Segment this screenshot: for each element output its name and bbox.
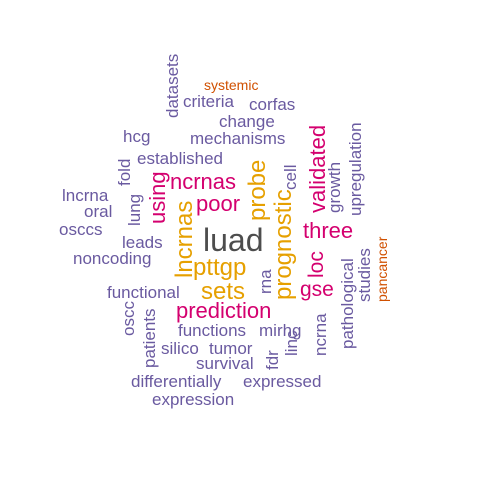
- cloud-word: mechanisms: [190, 129, 286, 148]
- cloud-word: pathological: [338, 258, 357, 349]
- cloud-word: hcg: [123, 127, 151, 146]
- cloud-word: mirhg: [259, 321, 302, 340]
- cloud-word: patients: [140, 308, 159, 368]
- cloud-word: lung: [125, 193, 144, 226]
- cloud-word: rna: [256, 269, 275, 294]
- cloud-word: criteria: [183, 92, 235, 111]
- cloud-word: established: [137, 149, 224, 168]
- cloud-word: expressed: [243, 372, 322, 391]
- cloud-word: probe: [244, 159, 271, 221]
- cloud-word: expression: [152, 390, 235, 409]
- cloud-word: luad: [203, 222, 264, 258]
- cloud-word: change: [219, 112, 275, 131]
- cloud-word: lncrna: [62, 186, 109, 205]
- cloud-word: poor: [196, 191, 241, 216]
- cloud-word: oscc: [119, 301, 138, 336]
- cloud-word: studies: [355, 248, 374, 302]
- cloud-word: oral: [84, 202, 113, 221]
- cloud-word: functional: [107, 283, 180, 302]
- cloud-word: leads: [122, 233, 163, 252]
- cloud-word: silico: [161, 339, 199, 358]
- cloud-word: prognostic: [270, 189, 297, 300]
- cloud-word: linc: [282, 330, 301, 356]
- cloud-word: fdr: [263, 350, 282, 370]
- cloud-word: cell: [281, 164, 300, 190]
- cloud-word: survival: [196, 354, 254, 373]
- cloud-word: ncrnas: [170, 169, 237, 194]
- cloud-word: sets: [201, 278, 246, 305]
- cloud-word: prediction: [176, 298, 272, 323]
- cloud-word: tumor: [209, 339, 253, 358]
- cloud-word: differentially: [131, 372, 222, 391]
- cloud-word: gse: [300, 278, 334, 301]
- cloud-word: using: [145, 171, 170, 224]
- cloud-word: noncoding: [73, 249, 152, 268]
- cloud-word: corfas: [249, 95, 296, 114]
- cloud-word: functions: [178, 321, 247, 340]
- cloud-word: osccs: [59, 220, 103, 239]
- cloud-word: three: [303, 218, 354, 243]
- cloud-word: pttgp: [193, 254, 247, 281]
- cloud-word: datasets: [163, 53, 182, 118]
- cloud-word: fold: [115, 158, 134, 186]
- cloud-word: loc: [305, 251, 328, 278]
- cloud-word: growth: [325, 161, 344, 213]
- cloud-word: systemic: [204, 77, 259, 93]
- cloud-word: ncrna: [311, 313, 330, 356]
- cloud-word: pancancer: [374, 236, 390, 302]
- cloud-word: upregulation: [346, 122, 365, 216]
